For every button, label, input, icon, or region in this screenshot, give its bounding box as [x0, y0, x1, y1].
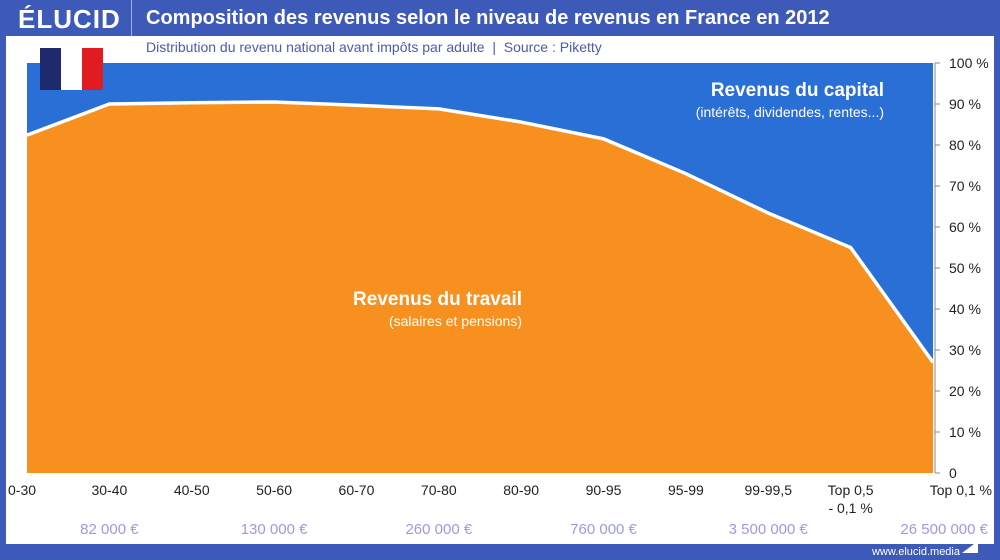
series-label-travail: Revenus du travail [353, 289, 522, 310]
x-tick-label: 0-30 [8, 482, 36, 498]
header: ÉLUCID Composition des revenus selon le … [0, 0, 1000, 36]
y-tick-label: 10 % [949, 424, 981, 440]
x-tick-label: 90-95 [586, 482, 622, 498]
flag-icon-white [61, 48, 82, 90]
flag-icon-red [82, 48, 103, 90]
flag-icon-blue [40, 48, 61, 90]
chart-subtitle: Distribution du revenu national avant im… [146, 39, 602, 55]
x-tick-label: 40-50 [174, 482, 210, 498]
y-tick-label: 70 % [949, 178, 981, 194]
x-tick-label: 95-99 [668, 482, 704, 498]
x-tick-label: - 0,1 % [828, 500, 872, 516]
footer-url[interactable]: www.elucid.media [871, 546, 960, 558]
boundary-line [26, 100, 935, 364]
income-level-label: 82 000 € [80, 521, 139, 538]
series-note-travail: (salaires et pensions) [389, 313, 522, 329]
area-travail [27, 101, 933, 473]
logo-corner-icon [962, 541, 978, 553]
income-level-label: 26 500 000 € [900, 521, 988, 538]
x-tick-label: 50-60 [256, 482, 292, 498]
y-tick-label: 50 % [949, 260, 981, 276]
series-label-capital: Revenus du capital [711, 80, 884, 101]
y-tick-label: 40 % [949, 301, 981, 317]
income-level-label: 130 000 € [241, 521, 308, 538]
chart-title: Composition des revenus selon le niveau … [146, 7, 830, 29]
series-note-capital: (intérêts, dividendes, rentes...) [696, 104, 884, 120]
y-tick-label: 60 % [949, 219, 981, 235]
x-tick-label: 99-99,5 [745, 482, 793, 498]
x-tick-label: 80-90 [503, 482, 539, 498]
y-tick-label: 90 % [949, 96, 981, 112]
x-tick-label: Top 0,5 [828, 482, 874, 498]
divider [131, 0, 132, 36]
x-tick-label: 30-40 [91, 482, 127, 498]
y-tick-label: 100 % [949, 55, 989, 71]
y-tick-label: 0 [949, 465, 957, 481]
x-tick-label: 70-80 [421, 482, 457, 498]
x-tick-label: 60-70 [339, 482, 375, 498]
y-tick-label: 80 % [949, 137, 981, 153]
income-level-label: 3 500 000 € [729, 521, 809, 538]
y-tick-label: 20 % [949, 383, 981, 399]
x-tick-label: Top 0,1 % [930, 482, 992, 498]
income-level-label: 260 000 € [405, 521, 472, 538]
logo: ÉLUCID [18, 4, 121, 34]
income-level-label: 760 000 € [570, 521, 637, 538]
y-tick-label: 30 % [949, 342, 981, 358]
